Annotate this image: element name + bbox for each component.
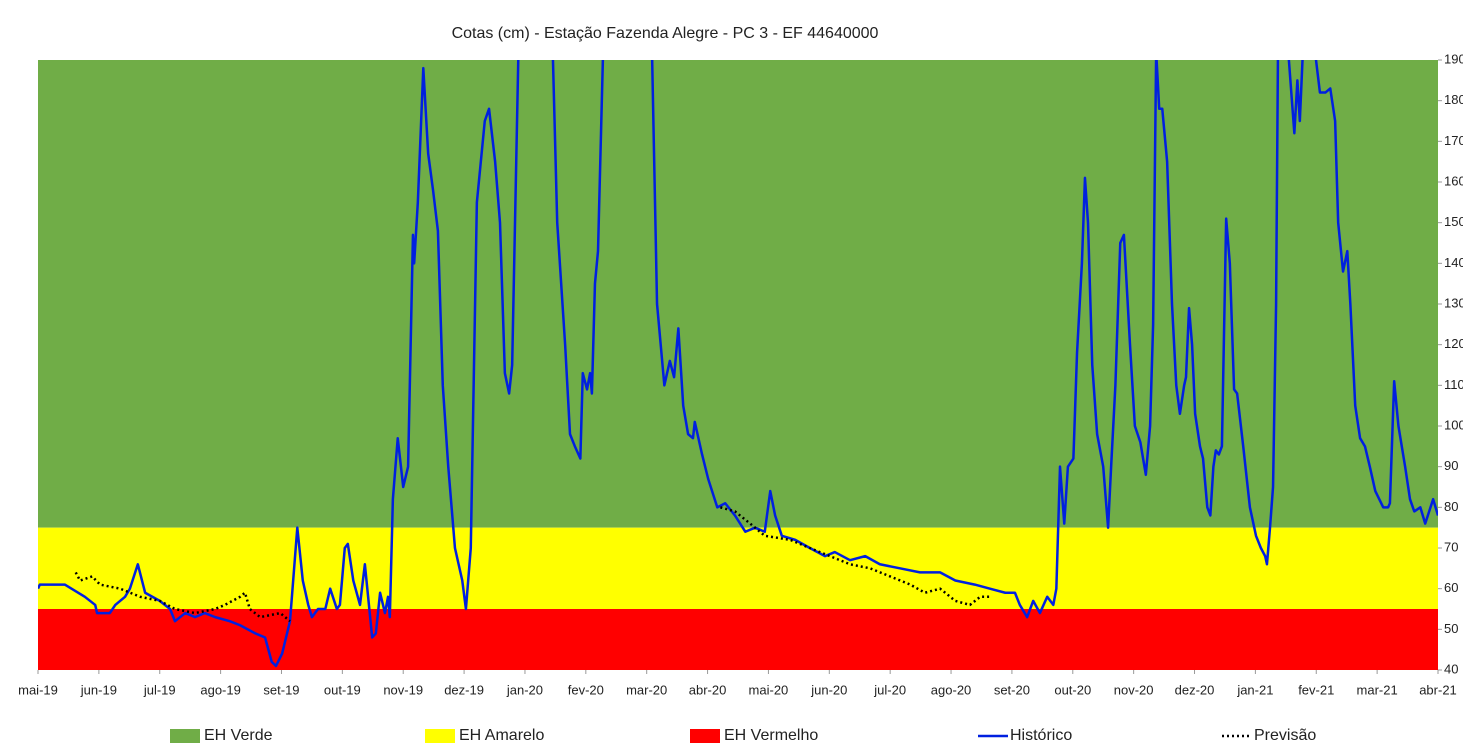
plot-lines	[38, 60, 1438, 668]
x-tick-label: mai-20	[749, 682, 789, 697]
legend-swatch	[690, 729, 720, 743]
x-tick-label: dez-19	[444, 682, 484, 697]
bands	[38, 60, 1438, 670]
y-tick-label: 40	[1444, 661, 1458, 676]
y-tick-label: 120	[1444, 336, 1463, 351]
y-tick-label: 150	[1444, 214, 1463, 229]
band	[38, 60, 1438, 528]
legend-label: Histórico	[1010, 727, 1072, 744]
band	[38, 609, 1438, 670]
x-tick-label: jul-20	[873, 682, 906, 697]
y-tick-label: 50	[1444, 621, 1458, 636]
y-tick-label: 60	[1444, 580, 1458, 595]
x-tick-label: fev-20	[568, 682, 604, 697]
x-tick-label: jan-20	[506, 682, 543, 697]
x-tick-label: jun-19	[80, 682, 117, 697]
x-tick-label: dez-20	[1175, 682, 1215, 697]
x-tick-label: jul-19	[143, 682, 176, 697]
x-tick-label: out-20	[1054, 682, 1091, 697]
x-tick-label: fev-21	[1298, 682, 1334, 697]
y-tick-label: 90	[1444, 458, 1458, 473]
y-tick-label: 130	[1444, 295, 1463, 310]
axes: 40 50 60 70 80 90 100 110 120 130 140 150 160 170 180 1…	[18, 51, 1463, 697]
y-tick-label: 190	[1444, 51, 1463, 66]
legend-label: EH Amarelo	[459, 727, 544, 744]
series-line	[38, 60, 1438, 668]
chart-title: Cotas (cm) - Estação Fazenda Alegre - PC…	[452, 25, 879, 42]
x-tick-label: mar-21	[1357, 682, 1398, 697]
legend-swatch	[425, 729, 455, 743]
x-tick-label: set-19	[263, 682, 299, 697]
x-tick-label: abr-20	[689, 682, 727, 697]
y-tick-label: 70	[1444, 539, 1458, 554]
legend-label: EH Verde	[204, 727, 273, 744]
y-tick-label: 80	[1444, 499, 1458, 514]
y-tick-label: 170	[1444, 133, 1463, 148]
x-tick-label: set-20	[994, 682, 1030, 697]
legend-label: Previsão	[1254, 727, 1316, 744]
y-tick-label: 160	[1444, 173, 1463, 188]
band	[38, 527, 1438, 609]
legend: EH Verde EH Amarelo EH Vermelho Histórico Pr…	[170, 727, 1316, 744]
x-tick-label: mar-20	[626, 682, 667, 697]
x-tick-label: jun-20	[810, 682, 847, 697]
x-tick-label: ago-20	[931, 682, 971, 697]
x-tick-label: abr-21	[1419, 682, 1457, 697]
y-tick-label: 110	[1444, 377, 1463, 392]
x-tick-label: jan-21	[1236, 682, 1273, 697]
legend-swatch	[170, 729, 200, 743]
x-tick-label: out-19	[324, 682, 361, 697]
x-tick-label: nov-20	[1114, 682, 1154, 697]
y-tick-label: 140	[1444, 255, 1463, 270]
y-tick-label: 100	[1444, 417, 1463, 432]
x-tick-label: nov-19	[383, 682, 423, 697]
legend-label: EH Vermelho	[724, 727, 818, 744]
y-tick-label: 180	[1444, 92, 1463, 107]
x-tick-label: mai-19	[18, 682, 58, 697]
x-tick-label: ago-19	[200, 682, 240, 697]
